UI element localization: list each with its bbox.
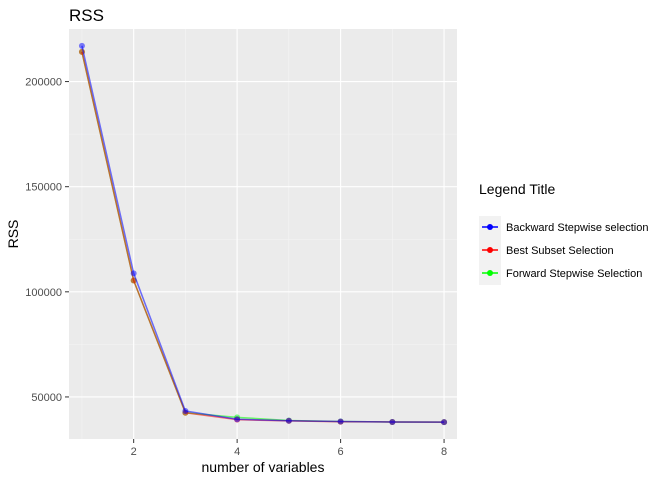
y-tick-label: 50000 xyxy=(31,392,62,404)
plot-panel xyxy=(69,29,457,439)
series-backward-stepwise-selection xyxy=(78,42,448,426)
y-tick-label: 100000 xyxy=(25,287,62,299)
x-tick-label: 4 xyxy=(234,446,240,458)
data-point xyxy=(78,42,85,49)
legend-label: Forward Stepwise Selection xyxy=(506,268,642,280)
legend-item: Forward Stepwise Selection xyxy=(482,268,642,280)
data-point xyxy=(441,419,448,426)
legend-title: Legend Title xyxy=(479,181,555,197)
y-axis-ticks: 50000 100000 150000 200000 xyxy=(25,77,69,404)
y-axis-label: RSS xyxy=(5,220,21,249)
x-tick-label: 6 xyxy=(338,446,344,458)
x-axis-label: number of variables xyxy=(202,459,325,475)
data-point xyxy=(285,417,292,424)
legend-item: Best Subset Selection xyxy=(482,245,614,257)
x-tick-label: 2 xyxy=(131,446,137,458)
y-tick-label: 200000 xyxy=(25,77,62,89)
legend-label: Best Subset Selection xyxy=(506,245,614,257)
y-tick-label: 150000 xyxy=(25,182,62,194)
legend-label: Backward Stepwise selection xyxy=(506,222,648,234)
legend-items: Backward Stepwise selection Best Subset S… xyxy=(482,222,648,280)
chart-title: RSS xyxy=(69,6,104,25)
data-point xyxy=(182,408,189,415)
x-axis-ticks: 2 4 6 8 xyxy=(131,439,447,458)
series-line xyxy=(81,45,445,423)
major-gridlines xyxy=(69,29,457,439)
data-point xyxy=(337,418,344,425)
legend-item: Backward Stepwise selection xyxy=(482,222,648,234)
data-point xyxy=(130,270,137,277)
legend: Legend Title Backward Stepwise selection… xyxy=(479,181,648,285)
legend-key-point xyxy=(487,270,493,276)
series-group xyxy=(78,42,448,426)
legend-key-point xyxy=(487,224,493,230)
x-tick-label: 8 xyxy=(441,446,447,458)
data-point xyxy=(234,416,241,423)
data-point xyxy=(389,418,396,425)
legend-key-point xyxy=(487,247,493,253)
